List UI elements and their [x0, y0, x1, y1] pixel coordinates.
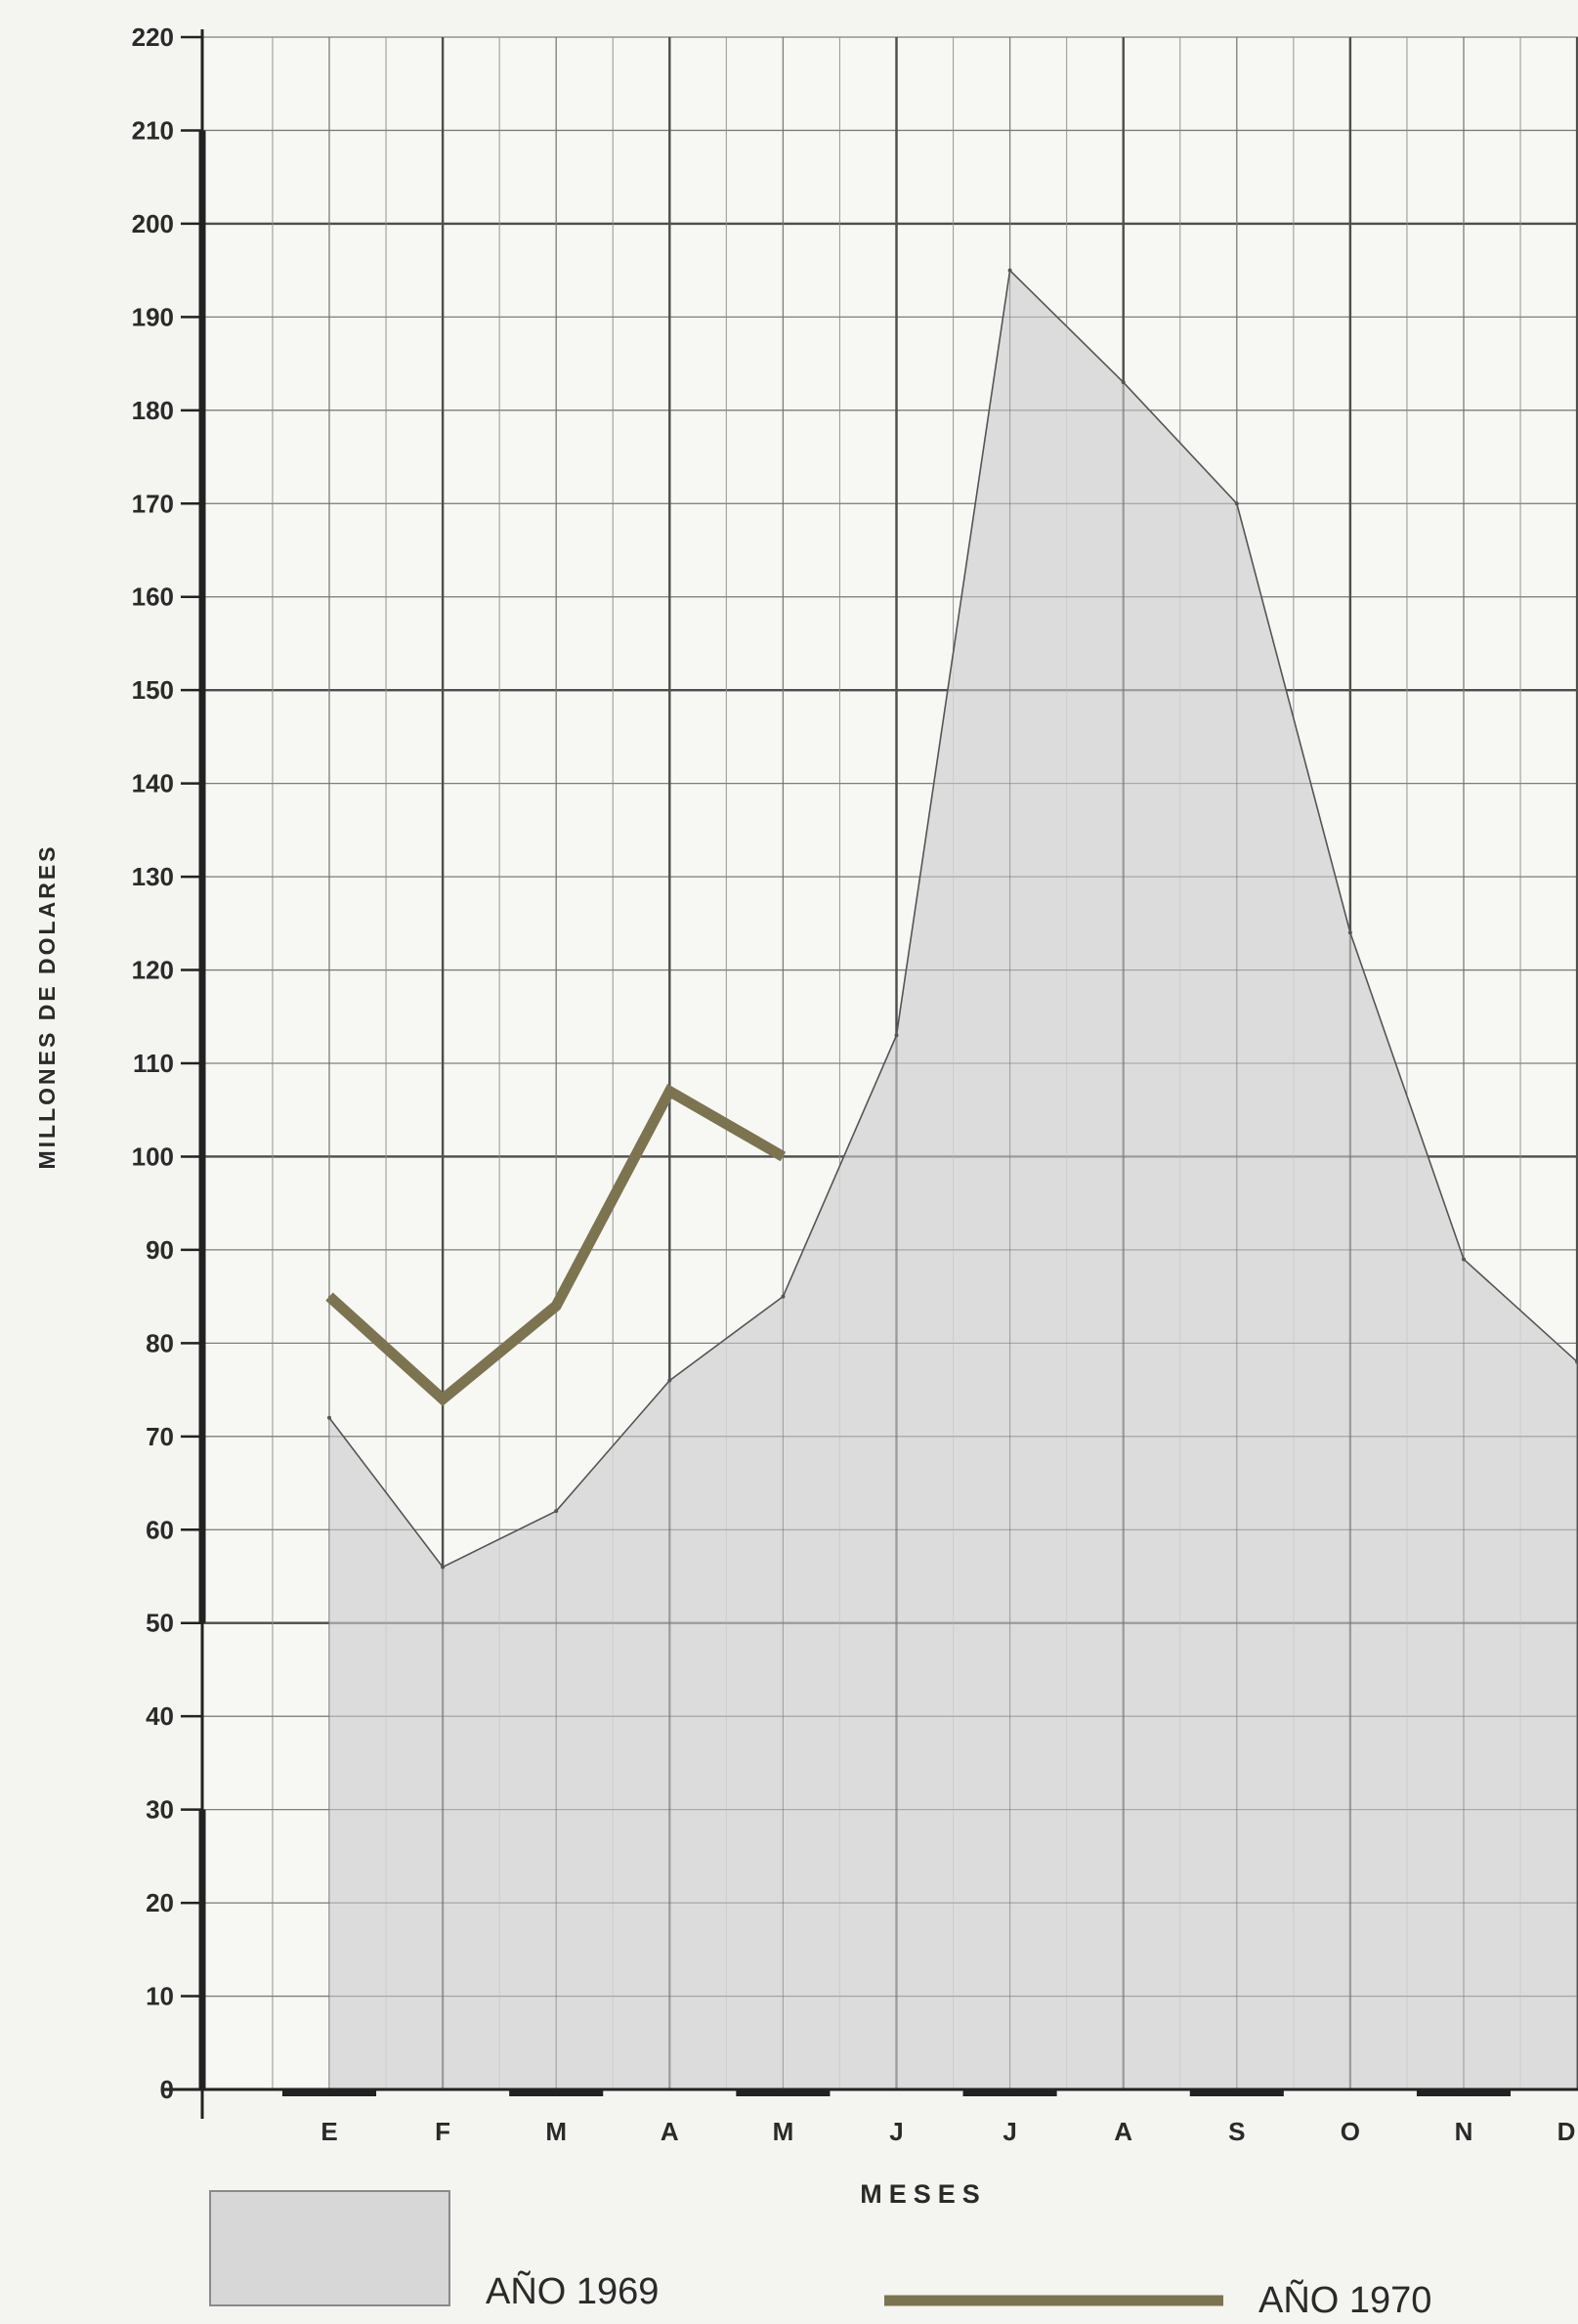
x-tick-label: F: [435, 2117, 450, 2146]
legend-swatch-area: [209, 2190, 450, 2306]
x-tick-label: D: [1557, 2117, 1576, 2146]
y-tick-label: 220: [132, 22, 174, 52]
y-tick-label: 200: [132, 209, 174, 238]
x-tick-label: E: [320, 2117, 337, 2146]
y-tick-label: 50: [146, 1609, 174, 1638]
y-tick-label: 20: [146, 1888, 174, 1917]
y-tick-label: 10: [146, 1982, 174, 2011]
data-point-1970: [442, 1398, 445, 1400]
legend-label-1970: AÑO 1970: [1258, 2279, 1431, 2321]
area-outline-1969: [328, 268, 1578, 1569]
y-tick-label: 160: [132, 582, 174, 612]
legend-label-1969: AÑO 1969: [486, 2270, 659, 2312]
x-tick-label: J: [1002, 2117, 1016, 2146]
x-tick-label: N: [1455, 2117, 1473, 2146]
y-tick-label: 130: [132, 862, 174, 891]
data-point-1969: [1121, 380, 1126, 385]
grid-overlay: [202, 36, 1578, 2091]
data-point-1969: [1007, 268, 1012, 273]
y-tick-label: 210: [132, 115, 174, 145]
data-point-1970: [782, 1155, 785, 1158]
data-point-1969: [781, 1294, 786, 1299]
data-point-1969: [667, 1378, 672, 1383]
data-point-1969: [894, 1033, 899, 1038]
y-tick-label: 120: [132, 956, 174, 985]
data-point-1970: [555, 1305, 558, 1308]
y-tick-label: 100: [132, 1141, 174, 1171]
y-axis-label: MILLONES DE DOLARES: [34, 843, 60, 1169]
y-tick-label: 40: [146, 1701, 174, 1731]
y-tick-label: 30: [146, 1795, 174, 1825]
x-tick-label: J: [889, 2117, 903, 2146]
x-tick-label: S: [1228, 2117, 1245, 2146]
y-tick-label: 90: [146, 1235, 174, 1265]
y-tick-label: 190: [132, 302, 174, 331]
y-tick-label: 180: [132, 396, 174, 425]
data-point-1969: [554, 1509, 559, 1514]
y-tick-label: 150: [132, 675, 174, 705]
data-point-1969: [441, 1565, 446, 1570]
data-point-1969: [327, 1415, 331, 1420]
y-tick-label: 0: [160, 2075, 174, 2104]
x-tick-label: O: [1341, 2117, 1360, 2146]
data-point-1969: [1462, 1257, 1466, 1262]
y-tick-label: 60: [146, 1515, 174, 1544]
data-point-1969: [1234, 501, 1239, 506]
data-point-1970: [328, 1295, 330, 1298]
legend: AÑO 1969 AÑO 1970: [209, 2190, 1431, 2321]
x-tick-label: M: [773, 2117, 794, 2146]
y-tick-label: 70: [146, 1422, 174, 1451]
area-fill-1969: [329, 270, 1578, 2089]
x-axis-label: MESES: [860, 2179, 987, 2209]
y-tick-label: 170: [132, 489, 174, 518]
axes: [163, 29, 1578, 2119]
x-tick-label: A: [1114, 2117, 1132, 2146]
data-point-1970: [668, 1090, 671, 1093]
data-point-1969: [1347, 930, 1352, 935]
y-tick-label: 110: [133, 1049, 174, 1078]
x-tick-label: A: [661, 2117, 679, 2146]
data-point-1969: [1575, 1359, 1578, 1364]
y-tick-label: 80: [146, 1328, 174, 1357]
line-series: [325, 1084, 787, 1406]
x-tick-label: M: [545, 2117, 567, 2146]
area-series: [327, 268, 1578, 2089]
y-tick-label: 140: [132, 769, 174, 798]
y-tick-labels: 0 10 20 30 40 50 60 70 80 90 100 110 120 130 140 150 160…: [132, 22, 174, 2104]
